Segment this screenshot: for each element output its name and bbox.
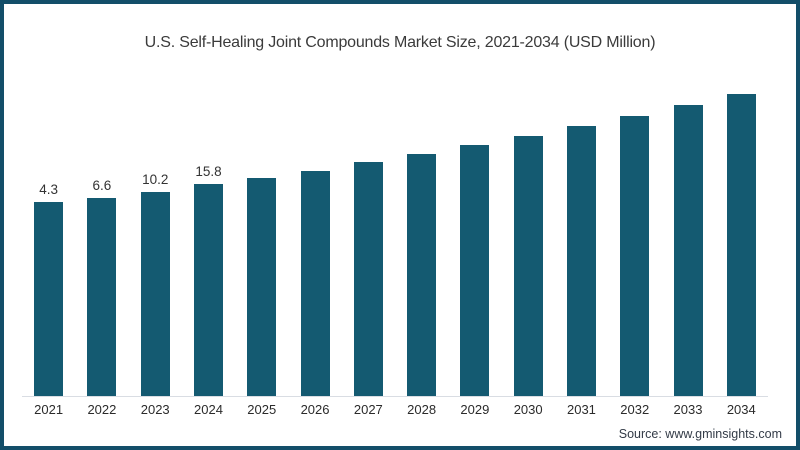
bar-2030 [513,136,543,397]
x-tick-2023: 2023 [140,402,170,417]
x-tick-2028: 2028 [407,402,437,417]
x-tick-2027: 2027 [353,402,383,417]
bar-column-2032 [608,111,661,397]
x-tick-2031: 2031 [566,402,596,417]
bar-column-2022: 6.6 [75,178,128,397]
bar-2032 [620,116,650,397]
bar-column-2031 [555,121,608,397]
bar-2025 [247,178,277,397]
bars-row: 4.3 6.6 10.2 15.8 [22,65,768,397]
bar-value-label-2022: 6.6 [92,178,112,193]
bar-column-2028 [395,149,448,397]
bar-2031 [566,126,596,397]
bar-value-label-2023: 10.2 [142,172,169,187]
bar-column-2021: 4.3 [22,182,75,397]
bar-column-2034 [715,89,768,397]
x-tick-2022: 2022 [87,402,117,417]
bar-column-2027 [342,157,395,397]
x-tick-2025: 2025 [247,402,277,417]
bar-2029 [460,145,490,397]
x-axis-line [22,396,768,397]
x-tick-2034: 2034 [726,402,756,417]
x-tick-2024: 2024 [194,402,223,417]
x-tick-2029: 2029 [460,402,490,417]
bar-column-2025 [235,173,288,397]
x-tick-2033: 2033 [673,402,703,417]
bar-2024 [193,184,223,397]
bar-column-2024: 15.8 [182,164,235,397]
x-tick-2030: 2030 [513,402,543,417]
bar-2034 [726,94,756,397]
bar-column-2033 [661,100,714,397]
bar-2022 [87,198,117,397]
bar-value-label-2024: 15.8 [195,164,222,179]
bar-2026 [300,171,330,397]
bar-column-2026 [288,166,341,397]
bar-column-2029 [448,140,501,397]
bar-value-label-2021: 4.3 [39,182,59,197]
bar-column-2023: 10.2 [129,172,182,397]
bar-2028 [407,154,437,397]
bar-2027 [353,162,383,397]
chart-title: U.S. Self-Healing Joint Compounds Market… [144,34,656,51]
bar-2021 [34,202,64,397]
bar-2033 [673,105,703,397]
bar-column-2030 [502,131,555,397]
years-row: 2021 2022 2023 2024 2025 2026 2027 2028 2029 2030… [22,402,768,418]
x-tick-2026: 2026 [300,402,330,417]
source-credit: Source: www.gminsights.com [618,427,782,441]
x-tick-2032: 2032 [620,402,650,417]
bar-2023 [140,192,170,397]
x-tick-2021: 2021 [34,402,64,417]
